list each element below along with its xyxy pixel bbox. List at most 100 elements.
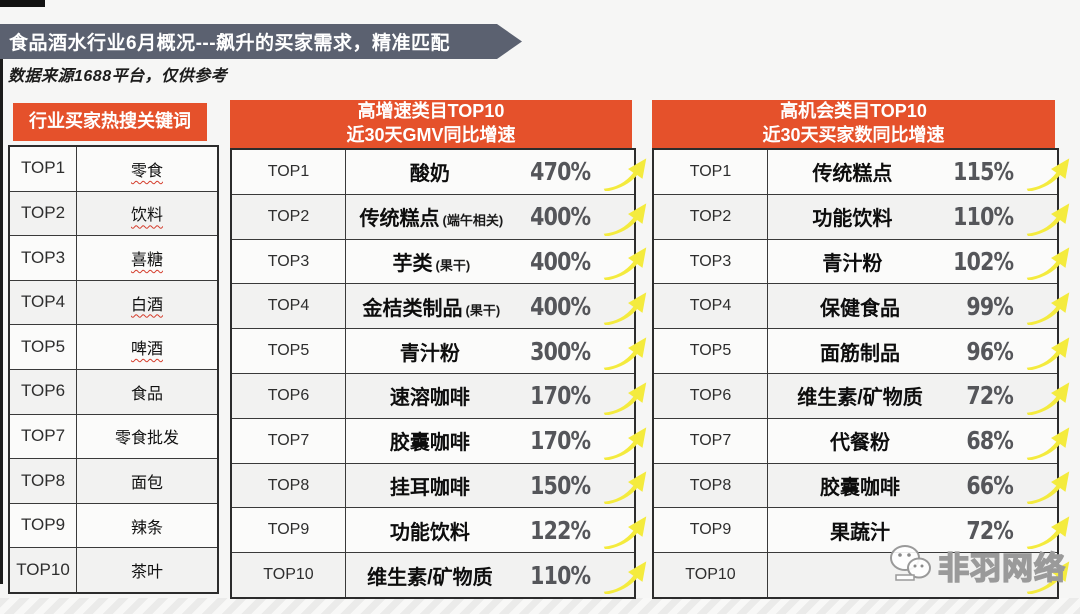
buyer-table-header: 高机会类目TOP10 近30天买家数同比增速 [652,100,1055,148]
rank-label: TOP6 [10,369,77,414]
growth-percent: 400% [529,291,591,321]
category-table-row: TOP4 保健食品 99% [654,284,1070,330]
watermark: 非羽网络 [888,540,1073,590]
up-arrow-icon [602,511,648,551]
category-table-row: TOP1 酸奶 470% [232,150,647,195]
buyer-table: TOP1 传统糕点 115% TOP2 功能饮料 110% TOP3 青汁 [652,148,1070,599]
gmv-table-header: 高增速类目TOP10 近30天GMV同比增速 [230,100,632,148]
keyword-table-row: TOP7 零食批发 [10,414,217,460]
rank-label: TOP9 [232,508,346,553]
up-arrow-icon [602,332,648,371]
keyword-table-row: TOP6 食品 [10,369,217,415]
category-name: 青汁粉 [399,342,460,365]
category-name: 功能饮料 [389,521,470,544]
keyword-table-row: TOP10 茶叶 [10,548,217,592]
growth-percent: 400% [529,202,591,232]
bottom-stripe-pattern [0,598,1080,614]
up-arrow-icon [602,466,648,506]
category-name: 速溶咖啡 [389,387,470,410]
growth-percent: 110% [952,202,1014,232]
category-table-row: TOP6 速溶咖啡 170% [232,373,647,419]
category-name: 挂耳咖啡 [389,476,470,499]
growth-percent: 102% [952,246,1014,276]
category-name: 传统糕点 [812,163,893,186]
category-table-row: TOP1 传统糕点 115% [654,150,1070,195]
growth-percent: 115% [952,157,1014,187]
buyer-table-title-line2: 近30天买家数同比增速 [762,125,945,145]
keyword-value: 喜糖 [130,251,163,269]
category-table-row: TOP10 维生素/矿物质 110% [232,553,647,597]
rank-label: TOP3 [654,239,768,284]
rank-label: TOP6 [232,373,346,418]
category-note: (果干) [465,302,501,318]
wechat-icon [888,542,934,589]
watermark-text: 非羽网络 [937,550,1066,587]
buyer-table-title-line1: 高机会类目TOP10 [780,101,927,122]
rank-label: TOP4 [10,280,77,325]
keyword-table: TOP1 零食 TOP2 饮料 TOP3 喜糖 TOP4 白酒 TOP5 啤酒 … [8,145,219,594]
gmv-table-title-line1: 高增速类目TOP10 [357,101,505,122]
rank-label: TOP7 [232,418,346,463]
rank-label: TOP7 [654,418,768,463]
keyword-value: 食品 [130,385,163,403]
growth-percent: 470% [529,157,591,187]
growth-percent: 99% [966,291,1013,321]
rank-label: TOP3 [10,236,77,280]
up-arrow-icon [1025,377,1071,416]
keyword-table-row: TOP5 啤酒 [10,325,217,370]
rank-label: TOP5 [232,329,346,373]
category-note: (端午相关) [442,213,504,229]
category-table-row: TOP9 功能饮料 122% [232,508,647,554]
keyword-table-title: 行业买家热搜关键词 [29,111,191,132]
growth-percent: 150% [529,470,591,500]
growth-percent: 110% [529,560,591,590]
up-arrow-icon [602,422,648,461]
frame-edge-artifact [0,0,45,7]
rank-label: TOP3 [232,239,346,284]
up-arrow-icon [1025,466,1071,506]
category-table-row: TOP3 芋类 (果干) 400% [232,239,647,285]
keyword-value: 白酒 [130,296,163,314]
up-arrow-icon [1025,198,1071,237]
growth-percent: 400% [529,246,591,276]
data-source-note: 数据来源1688平台，仅供参考 [8,68,228,85]
up-arrow-icon [1025,153,1071,192]
growth-percent: 300% [529,336,591,366]
growth-percent: 96% [966,336,1013,366]
growth-percent: 72% [966,515,1013,545]
up-arrow-icon [602,198,648,237]
up-arrow-icon [602,153,648,192]
rank-label: TOP8 [10,459,77,503]
category-table-row: TOP6 维生素/矿物质 72% [654,373,1070,419]
keyword-value: 面包 [130,474,163,492]
category-table-row: TOP7 胶囊咖啡 170% [232,418,647,464]
category-table-row: TOP5 面筋制品 96% [654,329,1070,374]
keyword-value: 辣条 [130,519,163,537]
category-note: (果干) [435,257,471,273]
keyword-table-row: TOP3 喜糖 [10,236,217,281]
rank-label: TOP8 [232,463,346,508]
keyword-table-row: TOP9 辣条 [10,503,217,549]
rank-label: TOP2 [10,191,77,236]
category-table-row: TOP10 [654,553,1070,597]
category-name: 面筋制品 [820,342,900,365]
gmv-table-title-line2: 近30天GMV同比增速 [346,125,516,145]
rank-label: TOP6 [654,373,768,418]
category-name: 酸奶 [409,163,450,186]
rank-label: TOP8 [654,463,768,508]
rank-label: TOP2 [232,194,346,239]
category-table-row: TOP4 金桔类制品 (果干) 400% [232,284,647,330]
category-name: 维生素/矿物质 [797,387,923,410]
category-table-row: TOP8 挂耳咖啡 150% [232,463,647,509]
rank-label: TOP10 [232,553,346,597]
keyword-table-header: 行业买家热搜关键词 [13,103,207,141]
category-name: 金桔类制品 [362,297,463,320]
keyword-value: 零食批发 [114,430,179,448]
up-arrow-icon [602,556,648,595]
category-name: 芋类 [392,252,433,275]
keyword-value: 饮料 [130,207,163,225]
category-name: 代餐粉 [830,432,890,455]
category-table-row: TOP3 青汁粉 102% [654,239,1070,285]
rank-label: TOP5 [10,325,77,369]
growth-percent: 68% [966,426,1013,456]
